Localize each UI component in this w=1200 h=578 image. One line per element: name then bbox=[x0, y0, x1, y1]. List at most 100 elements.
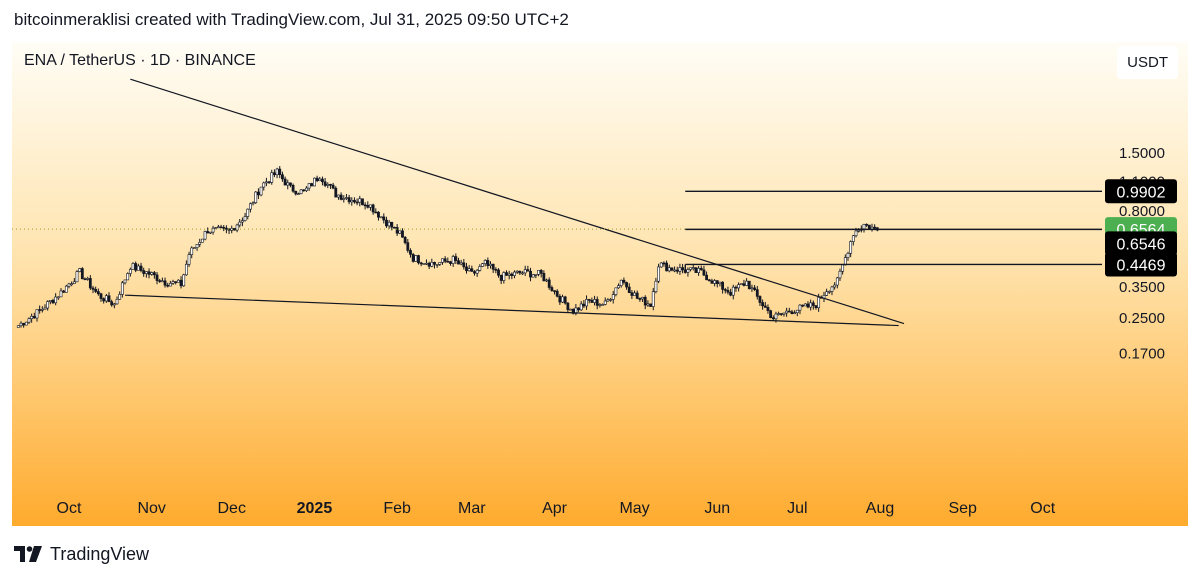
candle bbox=[155, 272, 159, 285]
candle bbox=[326, 182, 330, 189]
candle-body bbox=[158, 280, 162, 282]
candle-body bbox=[187, 254, 191, 265]
candle bbox=[369, 204, 372, 211]
candle bbox=[158, 278, 162, 283]
candle bbox=[822, 291, 826, 303]
candle bbox=[99, 292, 103, 302]
candle-body bbox=[601, 304, 604, 306]
candle-body bbox=[697, 268, 700, 273]
candle bbox=[534, 274, 538, 279]
candle-body bbox=[873, 226, 877, 229]
candle bbox=[729, 288, 733, 297]
candle-body bbox=[123, 279, 127, 284]
candle bbox=[294, 190, 298, 196]
candle bbox=[406, 238, 410, 253]
candle-body bbox=[425, 262, 428, 265]
price-chart[interactable]: 1.50001.10000.80000.35000.25000.17001.50… bbox=[12, 42, 1188, 526]
candle bbox=[70, 281, 74, 287]
candle bbox=[176, 279, 180, 283]
candle bbox=[803, 303, 807, 307]
candle-body bbox=[171, 281, 175, 284]
candle bbox=[350, 197, 354, 206]
candle bbox=[115, 296, 119, 305]
candle-body bbox=[297, 193, 300, 195]
price-tag-0-4469: 0.4469 bbox=[1105, 252, 1177, 277]
chart-caption: bitcoinmeraklisi created with TradingVie… bbox=[14, 10, 569, 29]
candle-body bbox=[51, 300, 55, 304]
candle-body bbox=[827, 291, 831, 293]
candle-body bbox=[489, 263, 492, 266]
chart-panel[interactable]: 1.50001.10000.80000.35000.25000.17001.50… bbox=[12, 42, 1188, 526]
candle-body bbox=[27, 318, 31, 323]
candle bbox=[139, 262, 143, 273]
candle-body bbox=[64, 285, 68, 293]
candle-body bbox=[569, 308, 572, 311]
candle-body bbox=[577, 307, 580, 311]
candle-body bbox=[219, 226, 223, 229]
candle-body bbox=[622, 279, 626, 283]
candle bbox=[449, 260, 452, 266]
candle bbox=[715, 280, 719, 288]
candle-body bbox=[475, 270, 479, 274]
candle-body bbox=[441, 258, 444, 263]
candle-body bbox=[726, 290, 730, 293]
candle bbox=[246, 208, 250, 220]
candle bbox=[166, 282, 170, 288]
candle bbox=[110, 299, 114, 307]
x-tick-label: Oct bbox=[57, 500, 82, 517]
candle bbox=[681, 263, 684, 274]
candle bbox=[451, 254, 455, 267]
candle-body bbox=[43, 307, 47, 310]
candle bbox=[27, 317, 31, 324]
candle-body bbox=[854, 230, 858, 237]
candle bbox=[318, 176, 322, 182]
candle-body bbox=[155, 274, 159, 281]
candle-body bbox=[22, 322, 26, 326]
candle bbox=[291, 183, 295, 193]
candle-body bbox=[334, 187, 338, 198]
candle bbox=[574, 304, 578, 316]
candle bbox=[569, 308, 572, 311]
candle bbox=[766, 304, 770, 314]
candle bbox=[152, 270, 156, 279]
candle bbox=[270, 169, 274, 185]
symbol-title[interactable]: ENA / TetherUS · 1D · BINANCE bbox=[24, 52, 256, 69]
candle bbox=[641, 296, 644, 303]
candle-body bbox=[270, 172, 274, 183]
candle bbox=[705, 271, 708, 281]
candle bbox=[689, 267, 692, 272]
candle bbox=[697, 265, 700, 276]
candle-body bbox=[523, 269, 527, 274]
candle-body bbox=[75, 271, 79, 283]
candle bbox=[131, 262, 135, 270]
candle-body bbox=[206, 231, 210, 234]
candle-body bbox=[449, 261, 452, 264]
candle bbox=[48, 300, 52, 305]
tradingview-brand[interactable]: TradingView bbox=[50, 543, 150, 564]
x-tick-label: Oct bbox=[1030, 500, 1055, 517]
candle bbox=[297, 192, 300, 195]
candle bbox=[123, 279, 127, 285]
candle bbox=[550, 285, 554, 292]
candle bbox=[411, 252, 415, 263]
candle-body bbox=[345, 197, 348, 199]
candle-body bbox=[665, 262, 668, 272]
candle-body bbox=[499, 275, 503, 281]
candle-body bbox=[233, 228, 236, 231]
candle-body bbox=[614, 287, 618, 295]
candle-body bbox=[152, 272, 156, 276]
candle bbox=[737, 282, 741, 292]
candle-body bbox=[657, 266, 660, 282]
candle bbox=[710, 278, 714, 284]
candle bbox=[595, 296, 599, 310]
candle bbox=[726, 286, 730, 295]
candle-body bbox=[627, 286, 631, 293]
currency-badge[interactable]: USDT bbox=[1117, 46, 1178, 79]
candle-body bbox=[862, 224, 866, 230]
candle-body bbox=[150, 272, 154, 275]
candle-body bbox=[67, 283, 71, 287]
candle bbox=[91, 285, 95, 294]
candle bbox=[366, 201, 370, 209]
candle-body bbox=[798, 304, 802, 311]
candle-body bbox=[585, 299, 588, 307]
